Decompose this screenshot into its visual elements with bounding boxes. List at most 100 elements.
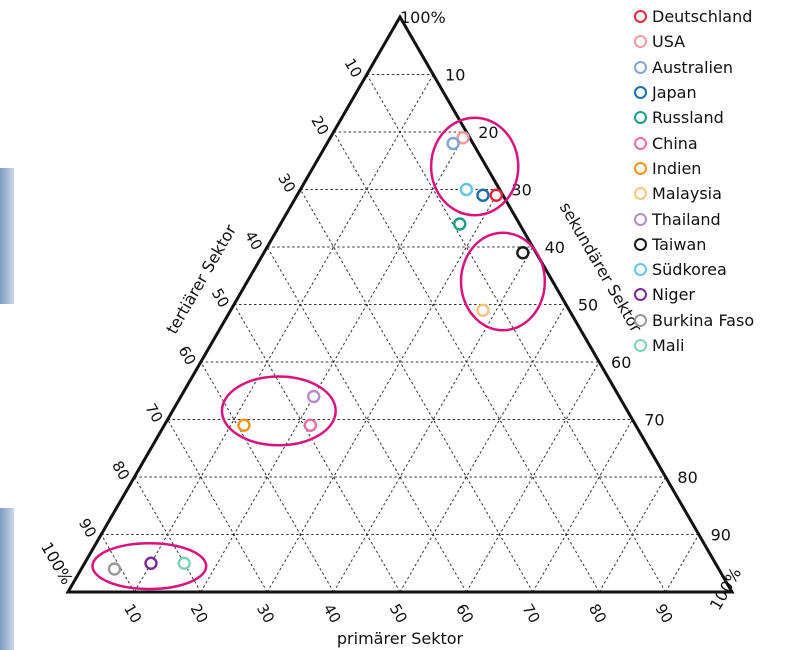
tick-label-primary: 10 — [120, 601, 145, 627]
tick-label-secondary: 60 — [611, 353, 631, 372]
apex-label-top: 100% — [400, 8, 446, 27]
legend-label: Russland — [652, 108, 724, 128]
legend-item: Burkina Faso — [634, 308, 754, 333]
tick-label-tertiary: 80 — [108, 458, 133, 484]
tick-label-tertiary: 30 — [274, 170, 299, 196]
tick-label-primary: 80 — [585, 601, 610, 627]
data-point-taiwan — [516, 246, 530, 260]
tick-label-primary: 90 — [651, 601, 676, 627]
data-point-niger — [144, 556, 158, 570]
apex-label-right: 100% — [706, 564, 745, 613]
data-point-mali — [177, 556, 191, 570]
data-point-deutschland — [489, 188, 503, 202]
tick-label-secondary: 90 — [711, 526, 731, 545]
data-point-s-dkorea — [459, 182, 474, 197]
legend-label: Taiwan — [652, 234, 707, 254]
triangle-frame — [65, 14, 735, 594]
data-point-usa — [456, 131, 470, 145]
legend: Deutschland USA Australien Japan Russland Chi… — [634, 4, 754, 358]
grid-line-primary — [133, 476, 202, 593]
data-point-burkina-faso — [107, 562, 122, 576]
highlight-ellipse-4 — [91, 542, 208, 591]
legend-marker — [634, 111, 647, 125]
highlight-ellipse-1 — [459, 231, 547, 332]
data-points — [107, 131, 530, 576]
legend-item: Niger — [634, 282, 754, 307]
legend-item: Taiwan — [634, 232, 754, 257]
legend-item: Thailand — [634, 206, 754, 231]
legend-marker — [634, 237, 647, 251]
tick-label-secondary: 80 — [677, 468, 697, 487]
legend-label: USA — [652, 32, 686, 52]
highlight-ellipse-2 — [429, 116, 520, 217]
grid-line-secondary — [399, 304, 567, 593]
legend-marker — [634, 187, 647, 201]
data-point-malaysia — [476, 303, 490, 317]
tick-label-primary: 20 — [187, 601, 212, 627]
legend-marker — [634, 60, 647, 74]
legend-item: Japan — [634, 80, 754, 105]
grid-line-primary — [233, 304, 401, 593]
legend-label: Thailand — [652, 209, 721, 229]
legend-label: Niger — [652, 285, 695, 305]
data-point-australien — [446, 136, 460, 151]
tick-label-secondary: 10 — [445, 66, 465, 85]
tick-label-primary: 60 — [452, 601, 477, 627]
left-edge-strip-top — [0, 168, 14, 304]
left-edge-strip-bottom — [0, 508, 14, 650]
tick-label-tertiary: 40 — [241, 228, 266, 254]
tick-label-tertiary: 60 — [175, 343, 200, 369]
grid-line-primary — [100, 534, 135, 593]
tick-label-secondary: 40 — [545, 238, 565, 257]
axis-label-primary: primärer Sektor — [337, 629, 464, 648]
legend-marker — [634, 35, 647, 49]
legend-label: Mali — [652, 336, 685, 355]
tick-label-tertiary: 90 — [75, 515, 100, 541]
legend-label: Malaysia — [652, 184, 722, 204]
grid-line-secondary — [266, 189, 501, 593]
legend-marker — [634, 86, 647, 100]
grid-line-primary — [299, 189, 534, 593]
legend-marker — [634, 212, 647, 226]
legend-marker — [634, 339, 647, 352]
grid-line-primary — [167, 419, 268, 593]
legend-marker — [634, 161, 647, 175]
legend-label: Japan — [652, 83, 697, 103]
axis-label-secondary: sekundärer Sektor — [556, 199, 646, 336]
legend-item: Mali — [634, 333, 754, 358]
legend-item: Malaysia — [634, 181, 754, 206]
legend-marker — [634, 10, 647, 24]
grid-line-secondary — [532, 419, 633, 593]
legend-item: Deutschland — [634, 4, 754, 29]
legend-item: USA — [634, 29, 754, 54]
grid-line-secondary — [465, 361, 600, 593]
tick-label-secondary: 20 — [478, 123, 498, 142]
tick-labels: 10 20 30 40 50 60 70 80 90 10 20 30 40 50 60 70 80 90 10 20… — [75, 55, 731, 626]
grid-line-secondary — [665, 534, 700, 593]
legend-item: Südkorea — [634, 257, 754, 282]
legend-label: Indien — [652, 158, 702, 178]
legend-item: Australien — [634, 55, 754, 80]
tick-label-tertiary: 20 — [307, 113, 332, 139]
tick-label-secondary: 50 — [578, 296, 598, 315]
tick-label-primary: 40 — [319, 601, 344, 627]
legend-item: China — [634, 130, 754, 155]
tick-label-secondary: 70 — [644, 411, 664, 430]
legend-label: China — [652, 133, 698, 153]
legend-marker — [634, 288, 647, 302]
highlight-ellipse-3 — [220, 375, 337, 447]
data-point-japan — [476, 188, 490, 202]
legend-label: Australien — [652, 57, 733, 77]
tick-label-tertiary: 10 — [341, 55, 366, 81]
legend-marker — [634, 136, 647, 150]
legend-marker — [634, 263, 647, 277]
legend-item: Indien — [634, 156, 754, 181]
tick-label-primary: 30 — [253, 601, 278, 627]
tick-label-tertiary: 70 — [141, 400, 166, 426]
tick-label-tertiary: 50 — [208, 285, 233, 311]
grid-line-primary — [200, 361, 335, 593]
data-point-russland — [453, 217, 467, 231]
tick-label-primary: 50 — [386, 601, 411, 627]
data-point-china — [303, 418, 318, 432]
